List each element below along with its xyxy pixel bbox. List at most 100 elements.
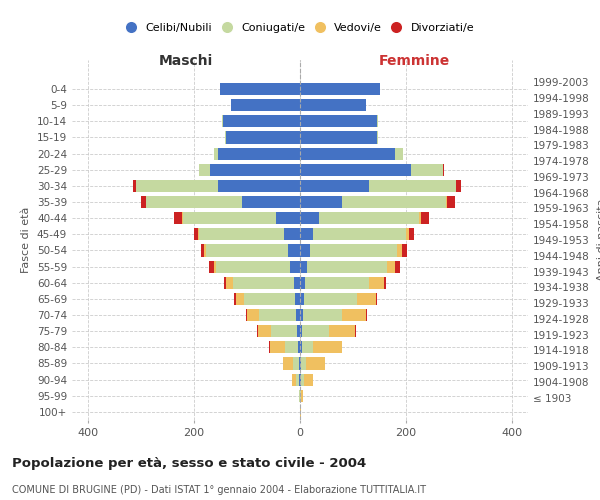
Bar xyxy=(296,309,300,321)
Bar xyxy=(302,342,313,353)
Bar xyxy=(319,212,419,224)
Bar xyxy=(259,309,296,321)
Bar xyxy=(284,342,298,353)
Bar xyxy=(214,148,218,160)
Bar xyxy=(300,148,395,160)
Bar xyxy=(300,116,377,128)
Bar xyxy=(403,244,407,256)
Bar xyxy=(182,212,184,224)
Bar xyxy=(304,374,313,386)
Bar xyxy=(300,196,343,208)
Bar xyxy=(313,342,342,353)
Bar xyxy=(357,293,376,305)
Bar xyxy=(366,309,367,321)
Bar xyxy=(376,293,377,305)
Bar xyxy=(406,228,409,240)
Bar xyxy=(300,293,304,305)
Bar xyxy=(136,180,218,192)
Bar xyxy=(302,309,343,321)
Bar xyxy=(300,309,302,321)
Bar xyxy=(301,374,304,386)
Bar xyxy=(184,212,276,224)
Bar xyxy=(301,390,303,402)
Bar xyxy=(300,228,313,240)
Bar xyxy=(419,212,421,224)
Bar xyxy=(384,276,386,289)
Bar xyxy=(300,374,301,386)
Bar xyxy=(175,212,182,224)
Bar xyxy=(387,260,395,272)
Bar xyxy=(409,228,414,240)
Text: Femmine: Femmine xyxy=(379,54,449,68)
Bar xyxy=(412,164,443,176)
Bar xyxy=(133,180,136,192)
Bar xyxy=(310,244,397,256)
Bar xyxy=(304,293,357,305)
Text: Popolazione per età, sesso e stato civile - 2004: Popolazione per età, sesso e stato civil… xyxy=(12,458,366,470)
Bar xyxy=(298,342,300,353)
Bar xyxy=(300,180,369,192)
Bar xyxy=(257,325,271,338)
Bar xyxy=(290,260,300,272)
Bar xyxy=(377,116,378,128)
Bar xyxy=(313,228,406,240)
Bar xyxy=(301,358,307,370)
Bar xyxy=(295,293,300,305)
Bar xyxy=(270,342,284,353)
Bar xyxy=(369,276,384,289)
Bar xyxy=(292,374,296,386)
Bar xyxy=(226,276,233,289)
Bar xyxy=(302,325,329,338)
Bar xyxy=(283,358,293,370)
Bar xyxy=(224,276,226,289)
Bar xyxy=(300,132,377,143)
Bar xyxy=(223,116,300,128)
Bar xyxy=(395,148,403,160)
Legend: Celibi/Nubili, Coniugati/e, Vedovi/e, Divorziati/e: Celibi/Nubili, Coniugati/e, Vedovi/e, Di… xyxy=(121,19,479,38)
Bar xyxy=(234,293,236,305)
Text: COMUNE DI BRUGINE (PD) - Dati ISTAT 1° gennaio 2004 - Elaborazione TUTTITALIA.IT: COMUNE DI BRUGINE (PD) - Dati ISTAT 1° g… xyxy=(12,485,426,495)
Bar xyxy=(199,164,210,176)
Bar xyxy=(222,116,223,128)
Bar xyxy=(233,276,293,289)
Bar xyxy=(397,244,403,256)
Bar xyxy=(220,83,300,95)
Bar xyxy=(146,196,242,208)
Bar xyxy=(194,228,198,240)
Bar xyxy=(307,260,387,272)
Bar xyxy=(225,132,226,143)
Bar xyxy=(298,325,300,338)
Bar xyxy=(236,293,244,305)
Y-axis label: Anni di nascita: Anni di nascita xyxy=(596,198,600,281)
Bar xyxy=(242,196,300,208)
Bar xyxy=(202,244,204,256)
Bar xyxy=(218,148,300,160)
Bar xyxy=(307,358,325,370)
Bar xyxy=(300,83,380,95)
Bar xyxy=(244,293,295,305)
Bar xyxy=(296,374,299,386)
Bar xyxy=(343,309,366,321)
Bar xyxy=(369,180,457,192)
Bar xyxy=(141,196,146,208)
Bar xyxy=(299,358,300,370)
Bar xyxy=(246,309,247,321)
Bar xyxy=(447,196,455,208)
Bar xyxy=(300,164,412,176)
Bar xyxy=(300,325,302,338)
Bar xyxy=(300,276,305,289)
Bar xyxy=(276,212,300,224)
Bar xyxy=(247,309,259,321)
Bar xyxy=(446,196,447,208)
Bar xyxy=(300,244,310,256)
Bar xyxy=(421,212,429,224)
Bar xyxy=(210,164,300,176)
Bar xyxy=(198,228,199,240)
Bar xyxy=(293,276,300,289)
Bar xyxy=(204,244,206,256)
Y-axis label: Fasce di età: Fasce di età xyxy=(22,207,31,273)
Bar xyxy=(299,374,300,386)
Bar xyxy=(218,180,300,192)
Bar xyxy=(300,212,319,224)
Bar xyxy=(377,132,378,143)
